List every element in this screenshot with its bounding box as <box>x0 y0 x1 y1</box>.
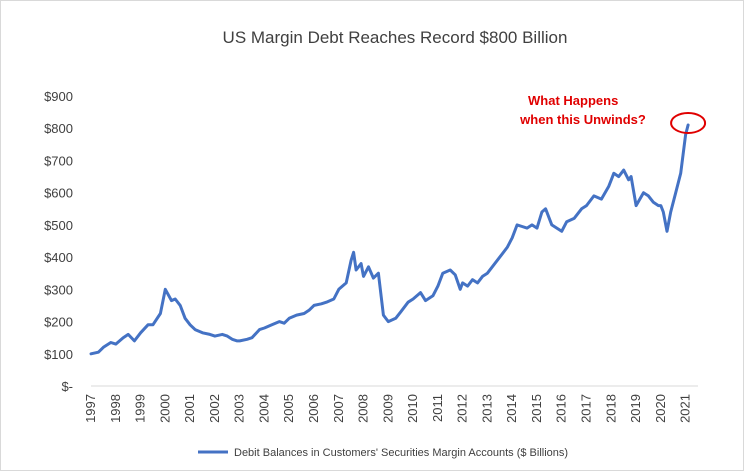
x-tick-label: 2017 <box>579 394 594 423</box>
x-tick-label: 2003 <box>232 394 247 423</box>
x-tick-label: 2021 <box>678 394 693 423</box>
x-tick-label: 2012 <box>455 394 470 423</box>
annotation-line-2: when this Unwinds? <box>519 112 646 127</box>
annotation-text: What Happens when this Unwinds? <box>519 93 646 127</box>
y-tick-label: $900 <box>44 89 73 104</box>
x-tick-label: 2005 <box>281 394 296 423</box>
x-tick-label: 2013 <box>479 394 494 423</box>
x-tick-label: 1998 <box>108 394 123 423</box>
y-tick-label: $600 <box>44 186 73 201</box>
x-tick-label: 1999 <box>133 394 148 423</box>
x-tick-label: 2010 <box>405 394 420 423</box>
y-tick-label: $- <box>61 379 73 394</box>
series-line-margin-debt <box>89 123 690 356</box>
legend-label: Debit Balances in Customers' Securities … <box>234 447 568 459</box>
x-tick-label: 2002 <box>207 394 222 423</box>
y-axis-ticks: $- $100 $200 $300 $400 $500 $600 $700 $800 $900 <box>44 89 73 394</box>
y-tick-label: $400 <box>44 250 73 265</box>
y-tick-label: $300 <box>44 282 73 297</box>
y-tick-label: $500 <box>44 218 73 233</box>
x-tick-label: 2016 <box>554 394 569 423</box>
x-tick-label: 2008 <box>356 394 371 423</box>
x-tick-label: 2015 <box>529 394 544 423</box>
x-tick-label: 2020 <box>653 394 668 423</box>
record-high-circle <box>670 112 707 134</box>
x-tick-label: 2011 <box>430 394 445 422</box>
y-tick-label: $800 <box>44 121 73 136</box>
y-tick-label: $700 <box>44 153 73 168</box>
x-axis-ticks: 1997 1998 1999 2000 2001 2002 2003 2004 2005 2006… <box>83 394 693 423</box>
x-tick-label: 2006 <box>306 394 321 423</box>
x-tick-label: 2018 <box>603 394 618 423</box>
x-tick-label: 1997 <box>83 394 98 423</box>
x-tick-label: 2001 <box>182 394 197 423</box>
chart-title: US Margin Debt Reaches Record $800 Billi… <box>223 28 568 47</box>
x-tick-label: 2019 <box>628 394 643 423</box>
x-tick-label: 2009 <box>380 394 395 423</box>
x-tick-label: 2004 <box>256 394 271 423</box>
y-tick-label: $100 <box>44 347 73 362</box>
x-tick-label: 2007 <box>331 394 346 423</box>
legend: Debit Balances in Customers' Securities … <box>198 447 568 459</box>
x-tick-label: 2000 <box>157 394 172 423</box>
y-tick-label: $200 <box>44 315 73 330</box>
x-tick-label: 2014 <box>504 394 519 423</box>
annotation-line-1: What Happens <box>528 93 618 108</box>
